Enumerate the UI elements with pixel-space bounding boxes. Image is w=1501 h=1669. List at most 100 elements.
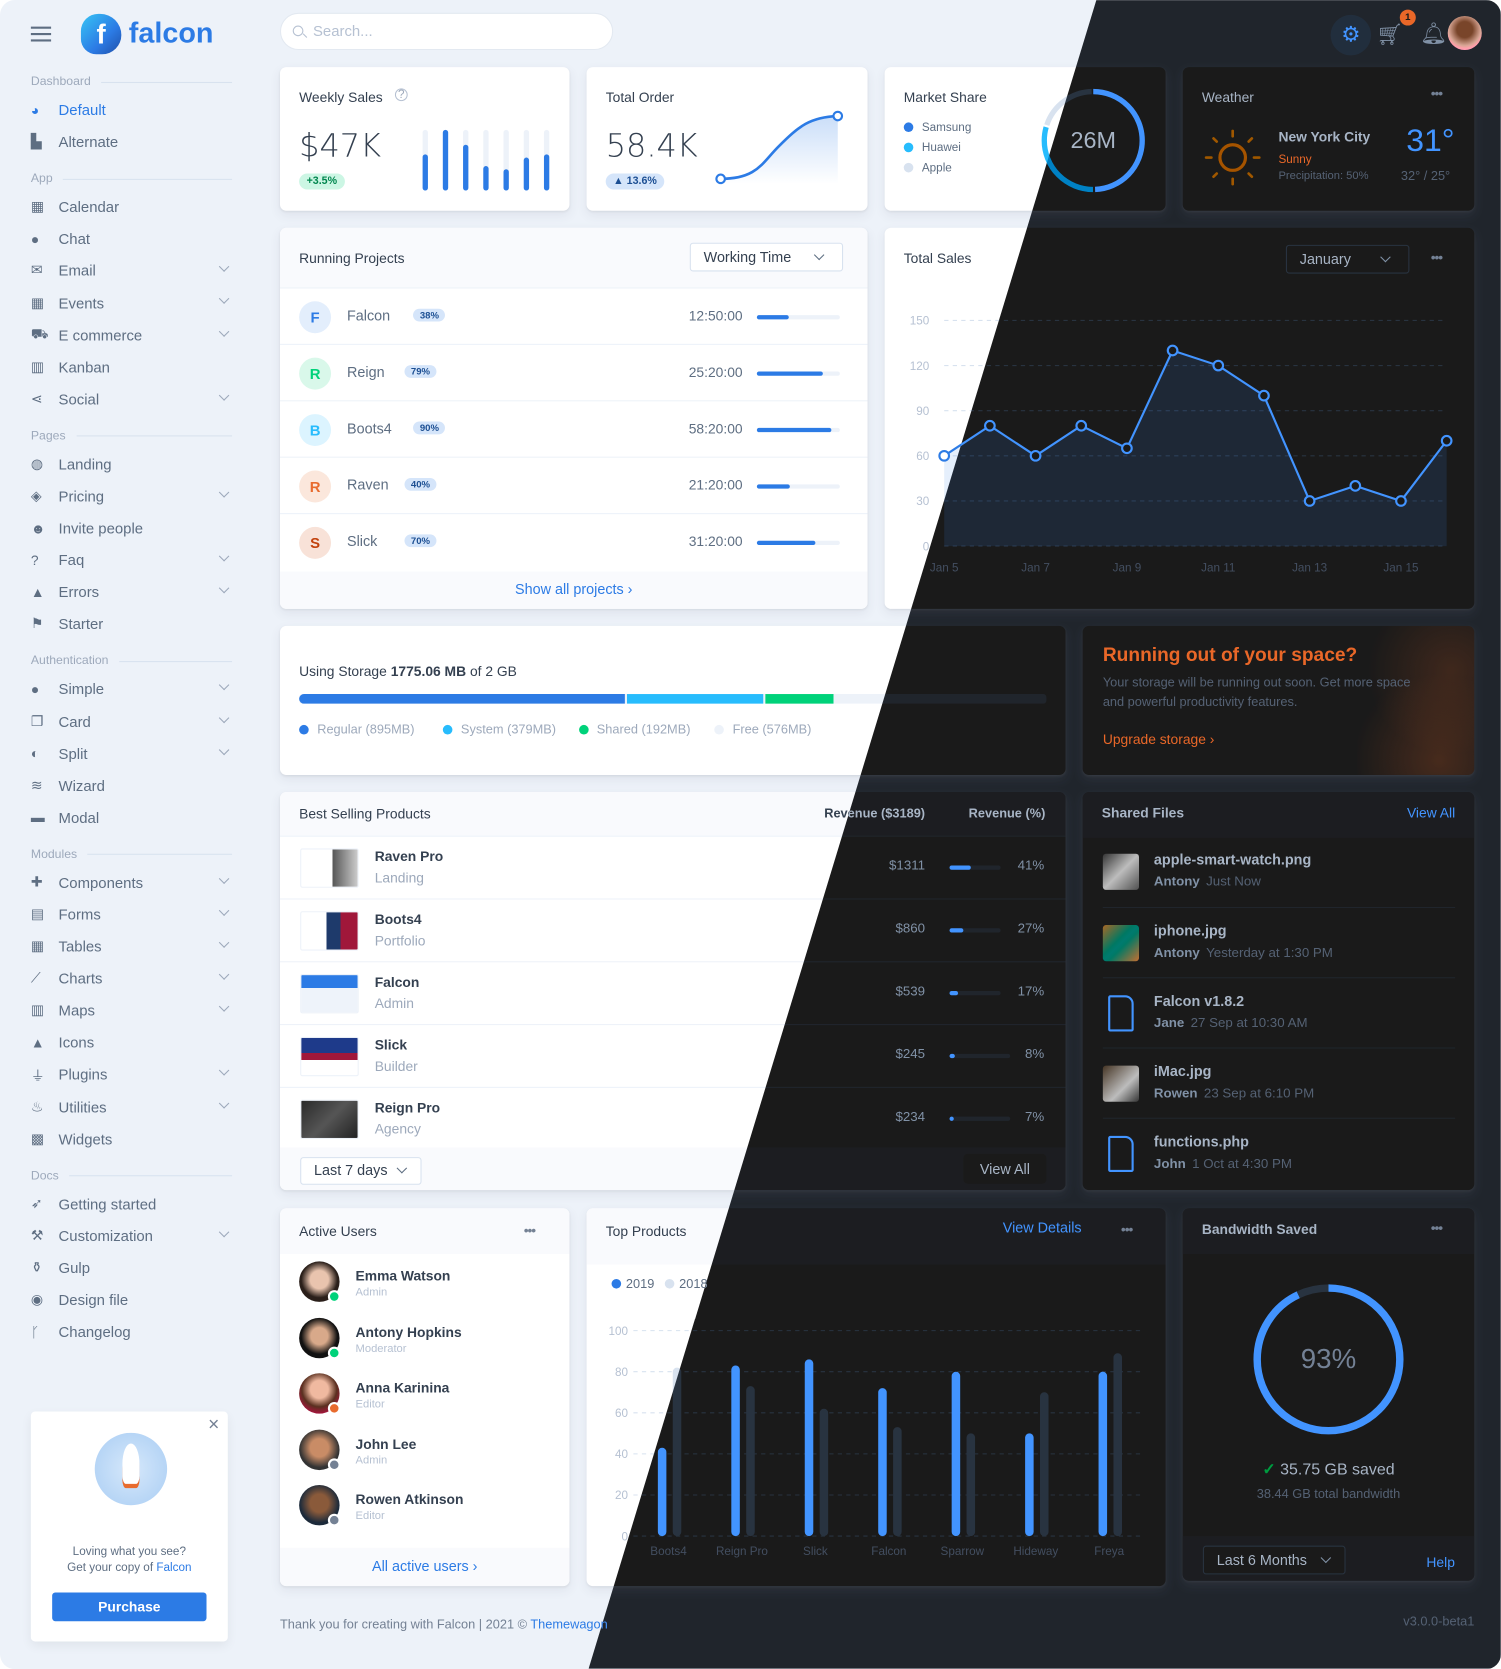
file-name[interactable]: iMac.jpg xyxy=(1153,1063,1212,1080)
all-active-users-link[interactable]: All active users › xyxy=(372,1558,478,1575)
product-name[interactable]: Reign Pro xyxy=(374,1099,441,1116)
working-time-select[interactable]: Working Time xyxy=(689,242,844,272)
sidebar-item-starter[interactable]: ⚑ Starter xyxy=(31,608,232,640)
chevron-down-icon[interactable] xyxy=(218,969,230,980)
upgrade-storage-link[interactable]: Upgrade storage › xyxy=(1102,731,1215,748)
user-row[interactable]: Antony Hopkins Moderator xyxy=(299,1315,554,1370)
product-name[interactable]: Slick xyxy=(374,1036,408,1053)
project-row[interactable]: F Falcon 38% 12:50:00 xyxy=(279,287,868,343)
more-options-icon[interactable]: ••• xyxy=(523,1222,536,1239)
file-name[interactable]: functions.php xyxy=(1153,1133,1249,1150)
sidebar-item-design-file[interactable]: ◉ Design file xyxy=(31,1284,232,1316)
file-name[interactable]: iphone.jpg xyxy=(1153,922,1227,939)
chevron-down-icon[interactable] xyxy=(218,680,230,691)
product-row[interactable]: Boots4 Portfolio $860 27% xyxy=(279,898,1066,961)
project-name[interactable]: Slick xyxy=(347,533,378,550)
sidebar-item-wizard[interactable]: ≋ Wizard xyxy=(31,769,232,801)
bell-icon[interactable]: 🔔︎ xyxy=(1420,22,1448,46)
chevron-down-icon[interactable] xyxy=(218,1065,230,1077)
themewagon-link[interactable]: Themewagon xyxy=(530,1616,608,1632)
cart-icon[interactable]: 🛒︎ xyxy=(1376,23,1404,47)
file-name[interactable]: Falcon v1.8.2 xyxy=(1153,993,1245,1010)
gear-icon[interactable]: ⚙ xyxy=(1330,14,1372,56)
chevron-down-icon[interactable] xyxy=(218,583,230,594)
chevron-down-icon[interactable] xyxy=(218,551,230,562)
search-input[interactable]: Search... xyxy=(279,12,614,51)
chevron-down-icon[interactable] xyxy=(218,325,230,337)
user-name[interactable]: Emma Watson xyxy=(355,1267,451,1284)
product-name[interactable]: Boots4 xyxy=(374,911,422,928)
sidebar-item-maps[interactable]: ▥ Maps xyxy=(31,995,232,1027)
file-name[interactable]: apple-smart-watch.png xyxy=(1153,851,1312,868)
chevron-down-icon[interactable] xyxy=(218,293,230,305)
user-name[interactable]: Anna Karinina xyxy=(355,1379,450,1396)
user-row[interactable]: Anna Karinina Editor xyxy=(299,1371,554,1426)
close-icon[interactable]: × xyxy=(208,1413,220,1435)
sidebar-item-icons[interactable]: ▲ Icons xyxy=(31,1027,232,1059)
more-options-icon[interactable]: ••• xyxy=(1430,1219,1443,1236)
product-row[interactable]: Reign Pro Agency $234 7% xyxy=(279,1086,1066,1150)
sidebar-item-plugins[interactable]: ⏚ Plugins xyxy=(31,1059,232,1091)
product-row[interactable]: Falcon Admin $539 17% xyxy=(279,961,1066,1024)
sidebar-item-faq[interactable]: ? Faq xyxy=(31,544,232,576)
sidebar-item-charts[interactable]: ⟋ Charts xyxy=(31,962,232,994)
sidebar-item-events[interactable]: ▦ Events xyxy=(31,287,232,319)
chevron-down-icon[interactable] xyxy=(218,937,230,948)
user-row[interactable]: John Lee Admin xyxy=(299,1427,554,1482)
project-name[interactable]: Reign xyxy=(347,364,385,381)
sidebar-item-pricing[interactable]: ◈ Pricing xyxy=(31,480,232,512)
user-name[interactable]: Rowen Atkinson xyxy=(355,1491,464,1508)
purchase-button[interactable]: Purchase xyxy=(52,1592,207,1622)
project-row[interactable]: R Raven 40% 21:20:00 xyxy=(279,456,868,513)
sidebar-item-invite-people[interactable]: ☻ Invite people xyxy=(31,512,232,544)
sidebar-item-modal[interactable]: ▬ Modal xyxy=(31,801,232,833)
view-all-files-link[interactable]: View All xyxy=(1406,804,1456,821)
help-link[interactable]: Help xyxy=(1426,1554,1455,1571)
sidebar-item-customization[interactable]: ⚒ Customization xyxy=(31,1220,232,1252)
sidebar-item-simple[interactable]: ● Simple xyxy=(31,673,232,705)
sidebar-item-forms[interactable]: ▤ Forms xyxy=(31,898,232,930)
view-all-products-button[interactable]: View All xyxy=(963,1153,1047,1184)
sidebar-item-changelog[interactable]: ᚴ Changelog xyxy=(31,1316,232,1348)
sidebar-item-errors[interactable]: ▲ Errors xyxy=(31,576,232,608)
menu-toggle-icon[interactable] xyxy=(30,26,52,42)
chevron-down-icon[interactable] xyxy=(218,486,230,498)
chevron-down-icon[interactable] xyxy=(218,873,230,884)
product-name[interactable]: Raven Pro xyxy=(374,848,444,865)
sidebar-item-calendar[interactable]: ▦ Calendar xyxy=(31,191,232,223)
bandwidth-range-select[interactable]: Last 6 Months xyxy=(1202,1545,1346,1575)
user-name[interactable]: Antony Hopkins xyxy=(355,1323,462,1340)
sidebar-item-alternate[interactable]: ▙ Alternate xyxy=(31,126,232,158)
date-range-select[interactable]: Last 7 days xyxy=(300,1157,422,1185)
sidebar-item-utilities[interactable]: ♨ Utilities xyxy=(31,1091,232,1123)
sidebar-item-landing[interactable]: ◍ Landing xyxy=(31,448,232,480)
user-row[interactable]: Emma Watson Admin xyxy=(299,1259,554,1314)
sidebar-item-getting-started[interactable]: ➶ Getting started xyxy=(31,1188,232,1220)
shared-file-row[interactable]: iphone.jpg Antony Yesterday at 1:30 PM xyxy=(1102,906,1456,977)
sidebar-item-components[interactable]: ✚ Components xyxy=(31,866,232,898)
sidebar-item-chat[interactable]: ● Chat xyxy=(31,223,232,255)
falcon-link[interactable]: Falcon xyxy=(156,1561,192,1575)
sidebar-item-email[interactable]: ✉ Email xyxy=(31,255,232,287)
project-name[interactable]: Falcon xyxy=(347,307,391,324)
chevron-down-icon[interactable] xyxy=(218,389,230,401)
user-row[interactable]: Rowen Atkinson Editor xyxy=(299,1483,554,1538)
shared-file-row[interactable]: functions.php John 1 Oct at 4:30 PM xyxy=(1102,1117,1456,1188)
shared-file-row[interactable]: apple-smart-watch.png Antony Just Now xyxy=(1102,837,1455,907)
falcon-logo-icon[interactable]: f xyxy=(80,13,122,55)
user-name[interactable]: John Lee xyxy=(355,1435,417,1452)
sidebar-item-e-commerce[interactable]: ⛟ E commerce xyxy=(31,319,232,351)
project-name[interactable]: Raven xyxy=(347,476,389,493)
sidebar-item-card[interactable]: ❐ Card xyxy=(31,705,232,737)
sidebar-item-default[interactable]: ◕ Default xyxy=(31,94,232,126)
project-row[interactable]: B Boots4 90% 58:20:00 xyxy=(279,400,868,456)
chevron-down-icon[interactable] xyxy=(218,261,230,273)
project-name[interactable]: Boots4 xyxy=(347,420,392,437)
help-icon[interactable]: ? xyxy=(394,88,408,102)
sidebar-item-kanban[interactable]: ▥ Kanban xyxy=(31,351,232,383)
product-name[interactable]: Falcon xyxy=(374,974,420,990)
product-row[interactable]: Slick Builder $245 8% xyxy=(279,1024,1066,1087)
brand-name[interactable]: falcon xyxy=(128,17,214,49)
sidebar-item-gulp[interactable]: ⚱ Gulp xyxy=(31,1252,232,1284)
chevron-down-icon[interactable] xyxy=(218,712,230,723)
